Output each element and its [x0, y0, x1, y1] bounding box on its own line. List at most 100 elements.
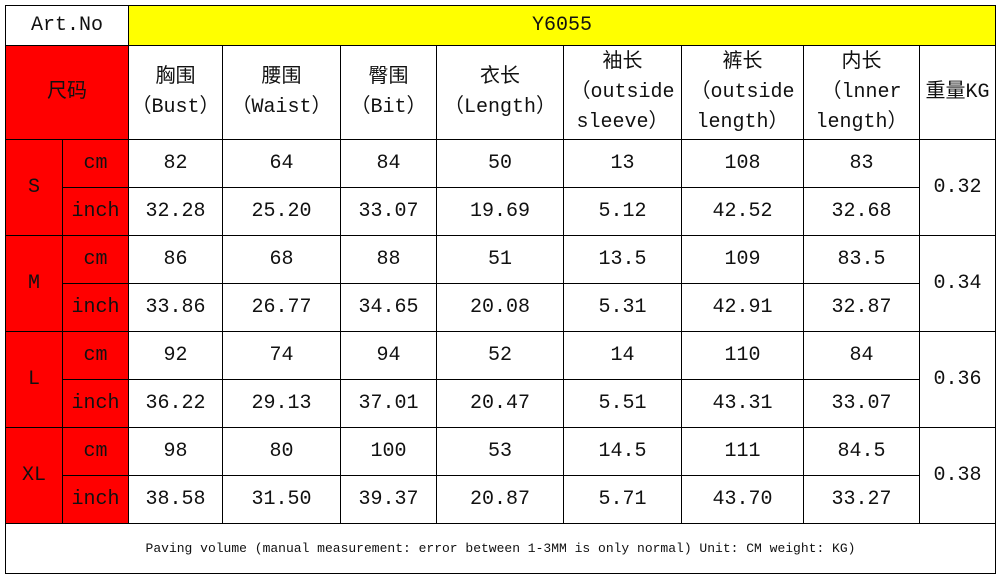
art-no-label: Art.No [4, 5, 130, 46]
measurement: 13 [563, 139, 683, 188]
measurement: 110 [681, 331, 805, 380]
measurement: 42.52 [681, 187, 805, 236]
header-line: 内长 [841, 50, 882, 74]
header-line: （outside [690, 80, 795, 104]
measurement: 83.5 [803, 235, 921, 284]
measurement: 84 [340, 139, 438, 188]
weight: 0.32 [919, 139, 997, 236]
measurement: 80 [222, 427, 342, 476]
column-header: 衣长 （Length） [436, 45, 565, 140]
measurement: 33.86 [128, 283, 224, 332]
measurement: 53 [436, 427, 565, 476]
header-line: （Length） [444, 95, 557, 119]
art-no-value: Y6055 [128, 5, 997, 46]
header-line: （lnner [821, 80, 902, 104]
table-row: inch 38.58 31.50 39.37 20.87 5.71 43.70 33.27 [6, 475, 996, 524]
unit: inch [61, 475, 130, 524]
size: S [5, 139, 63, 236]
size-table: Art.No Y6055 尺码 胸围 （Bust） 腰围 （Waist） 臀围 （Bit） 衣长 （… [4, 5, 997, 574]
measurement: 88 [340, 235, 438, 284]
measurement: 83 [803, 139, 921, 188]
measurement: 51 [436, 235, 565, 284]
table-row: inch 36.22 29.13 37.01 20.47 5.51 43.31 33.07 [6, 379, 996, 428]
measurement: 26.77 [222, 283, 342, 332]
header-line: 裤长 [722, 50, 763, 74]
measurement: 19.69 [436, 187, 565, 236]
measurement: 14 [563, 331, 683, 380]
weight-label: 重量KG [919, 45, 997, 140]
table-row: inch 32.28 25.20 33.07 19.69 5.12 42.52 32.68 [6, 187, 996, 236]
header-line: 臀围 [368, 65, 409, 89]
measurement: 5.71 [563, 475, 683, 524]
header-line: （Waist） [231, 95, 332, 119]
table-row: inch 33.86 26.77 34.65 20.08 5.31 42.91 32.87 [6, 283, 996, 332]
measurement: 32.28 [128, 187, 224, 236]
header-line: （outside [570, 80, 675, 104]
measurement: 25.20 [222, 187, 342, 236]
measurement: 84.5 [803, 427, 921, 476]
measurement: 68 [222, 235, 342, 284]
measurement: 86 [128, 235, 224, 284]
measurement: 50 [436, 139, 565, 188]
measurement: 98 [128, 427, 224, 476]
measurement: 43.70 [681, 475, 805, 524]
measurement: 39.37 [340, 475, 438, 524]
header-line: length） [696, 110, 789, 134]
measurement: 109 [681, 235, 805, 284]
measurement: 29.13 [222, 379, 342, 428]
unit: cm [61, 427, 130, 476]
measurement: 43.31 [681, 379, 805, 428]
unit: inch [61, 283, 130, 332]
measurement: 100 [340, 427, 438, 476]
column-header: 臀围 （Bit） [340, 45, 438, 140]
header-line: sleeve） [576, 110, 669, 134]
table-body: Art.No Y6055 尺码 胸围 （Bust） 腰围 （Waist） 臀围 （Bit） 衣长 （… [4, 5, 997, 574]
header-line: length） [815, 110, 908, 134]
unit: cm [61, 331, 130, 380]
measurement: 64 [222, 139, 342, 188]
size-label: 尺码 [4, 45, 130, 140]
weight: 0.36 [919, 331, 997, 428]
column-header: 袖长 （outside sleeve） [563, 45, 683, 140]
measurement: 52 [436, 331, 565, 380]
header-line: （Bust） [131, 95, 220, 119]
measurement: 34.65 [340, 283, 438, 332]
measurement: 32.68 [803, 187, 921, 236]
unit: inch [61, 379, 130, 428]
header-line: （Bit） [350, 95, 427, 119]
measurement: 42.91 [681, 283, 805, 332]
measurement: 92 [128, 331, 224, 380]
measurement: 94 [340, 331, 438, 380]
measurement: 13.5 [563, 235, 683, 284]
weight: 0.38 [919, 427, 997, 524]
measurement: 5.51 [563, 379, 683, 428]
header-line: 袖长 [602, 50, 643, 74]
measurement: 20.08 [436, 283, 565, 332]
unit: inch [61, 187, 130, 236]
measurement: 74 [222, 331, 342, 380]
header-line: 衣长 [480, 65, 521, 89]
unit: cm [61, 235, 130, 284]
table-row: XL cm 98 80 100 53 14.5 111 84.5 0.38 [5, 427, 997, 524]
measurement: 33.07 [340, 187, 438, 236]
table-row: Paving volume (manual measurement: error… [4, 523, 997, 574]
measurement: 20.47 [436, 379, 565, 428]
measurement: 20.87 [436, 475, 565, 524]
size: L [5, 331, 63, 428]
measurement: 32.87 [803, 283, 921, 332]
measurement: 37.01 [340, 379, 438, 428]
unit: cm [61, 139, 130, 188]
measurement: 82 [128, 139, 224, 188]
measurement: 5.31 [563, 283, 683, 332]
measurement: 5.12 [563, 187, 683, 236]
measurement: 111 [681, 427, 805, 476]
column-header: 腰围 （Waist） [222, 45, 342, 140]
measurement: 33.27 [803, 475, 921, 524]
table-row: 尺码 胸围 （Bust） 腰围 （Waist） 臀围 （Bit） 衣长 （Length） 袖长 （o… [4, 45, 997, 140]
header-line: 胸围 [155, 65, 196, 89]
measurement: 36.22 [128, 379, 224, 428]
size: M [5, 235, 63, 332]
